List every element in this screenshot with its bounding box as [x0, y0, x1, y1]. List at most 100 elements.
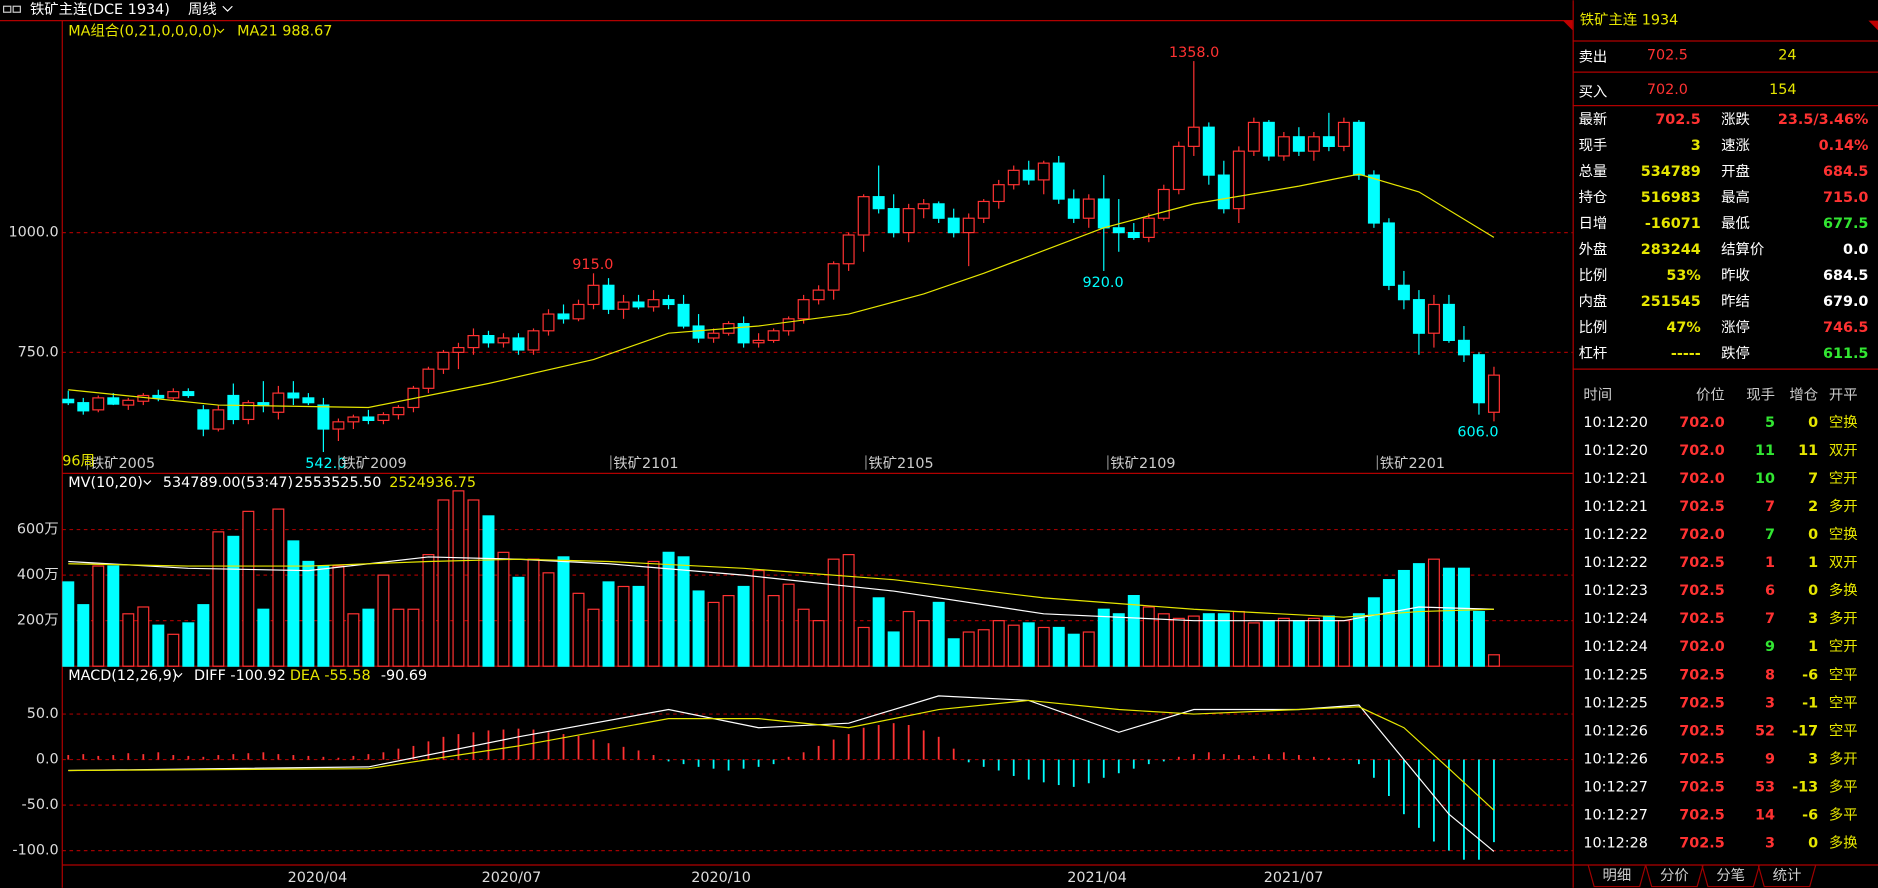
stat-value: 0.0 — [1843, 242, 1868, 258]
tick-cell: 多换 — [1829, 834, 1858, 851]
volume-bar — [1157, 613, 1170, 667]
volume-bar — [512, 576, 525, 667]
tick-cell: 双开 — [1829, 554, 1858, 571]
candle-body — [587, 284, 600, 306]
volume-bar — [62, 581, 75, 667]
candle-body — [842, 234, 855, 265]
x-date-label: 2020/10 — [691, 870, 751, 886]
stat-value: 715.0 — [1823, 190, 1868, 206]
candle-body — [1052, 162, 1065, 200]
tick-cell: 8 — [1765, 667, 1775, 683]
volume-bar — [812, 620, 825, 667]
tick-cell: 10:12:23 — [1583, 583, 1648, 599]
volume-bar — [1457, 567, 1470, 667]
bid-price: 702.0 — [1647, 82, 1688, 98]
y-tick-label: 1000.0 — [8, 225, 58, 241]
tab[interactable]: 分价 — [1660, 867, 1689, 884]
stat-label: 日增 — [1579, 215, 1608, 232]
tick-cell: 702.5 — [1679, 695, 1724, 711]
candle-body — [497, 337, 510, 344]
volume-bar — [497, 551, 510, 667]
volume-bar — [212, 531, 225, 667]
tab[interactable]: 分笔 — [1716, 867, 1745, 884]
indicator-title: MA组合(0,21,0,0,0,0) — [68, 22, 217, 39]
candle-body — [1142, 217, 1155, 238]
tick-cell: -17 — [1792, 723, 1818, 739]
tick-cell: 3 — [1765, 695, 1775, 711]
candle-body — [317, 404, 330, 430]
tick-cell: 7 — [1765, 611, 1775, 627]
tick-cell: 空平 — [1829, 666, 1858, 683]
stat-value: 677.5 — [1823, 216, 1868, 232]
candle-body — [977, 200, 990, 219]
candle-body — [107, 397, 120, 405]
candle-body — [1442, 303, 1455, 341]
candle-body — [557, 313, 570, 320]
volume-bar — [1442, 567, 1455, 667]
tick-header: 现手 — [1746, 386, 1775, 403]
tab[interactable]: 统计 — [1773, 867, 1802, 884]
stat-label: 涨跌 — [1721, 111, 1750, 128]
stat-label: 现手 — [1579, 137, 1608, 154]
tick-cell: 多平 — [1829, 806, 1858, 823]
stat-label: 持仓 — [1579, 189, 1608, 206]
volume-bar — [962, 631, 975, 667]
candle-body — [212, 409, 225, 430]
symbol-title: 铁矿主连(DCE 1934) — [30, 1, 170, 18]
stat-label: 外盘 — [1579, 240, 1608, 258]
tick-cell: 10:12:20 — [1583, 443, 1648, 459]
tick-cell: 10:12:25 — [1583, 667, 1648, 683]
tick-header: 开平 — [1829, 387, 1858, 403]
volume-bar — [137, 606, 150, 667]
indicator-value: 534789.00(53:47) — [163, 475, 293, 491]
volume-bar — [1112, 613, 1125, 667]
ask-label: 卖出 — [1579, 49, 1608, 66]
tick-cell: 10 — [1755, 471, 1775, 487]
tick-cell: 702.0 — [1679, 415, 1724, 431]
dropdown-chevron — [143, 480, 152, 485]
candle-body — [1277, 136, 1290, 157]
volume-bar — [1007, 624, 1020, 667]
candle-body — [1037, 162, 1050, 181]
tick-cell: 0 — [1808, 527, 1818, 543]
volume-bar — [1487, 654, 1500, 667]
candle-body — [257, 402, 270, 406]
volume-bar — [542, 572, 555, 667]
tick-cell: 空平 — [1829, 694, 1858, 711]
volume-bar — [602, 581, 615, 667]
candle-body — [1202, 126, 1215, 176]
volume-bar — [122, 613, 135, 667]
candle-body — [1472, 354, 1485, 404]
candle-body — [752, 339, 765, 344]
volume-bar — [1382, 579, 1395, 667]
candle-body — [887, 208, 900, 234]
tick-cell: 10:12:22 — [1583, 555, 1648, 571]
volume-bar — [617, 585, 630, 667]
volume-bar — [1277, 617, 1290, 667]
candle-body — [917, 203, 930, 210]
stat-value: 516983 — [1641, 190, 1701, 206]
extreme-label: 915.0 — [572, 257, 613, 273]
tick-cell: 1 — [1808, 555, 1818, 571]
tab-shape — [1701, 864, 1761, 888]
candle-body — [1112, 227, 1125, 234]
tick-cell: 11 — [1755, 443, 1775, 459]
candle-body — [932, 203, 945, 219]
volume-bar — [1172, 617, 1185, 667]
candle-body — [437, 351, 450, 370]
tick-cell: 702.5 — [1679, 807, 1724, 823]
tick-cell: 多开 — [1829, 750, 1858, 767]
volume-bar — [422, 554, 435, 667]
y-tick-label: 0.0 — [36, 752, 59, 768]
tick-cell: -13 — [1792, 779, 1818, 795]
candle-body — [362, 416, 375, 422]
dropdown-chevron[interactable] — [222, 5, 233, 12]
volume-bar — [857, 626, 870, 667]
volume-bar — [197, 604, 210, 667]
tick-cell: 0 — [1808, 583, 1818, 599]
period-selector[interactable]: 周线 — [188, 1, 217, 18]
extreme-label: 1358.0 — [1169, 45, 1219, 61]
tick-cell: 3 — [1808, 611, 1818, 627]
volume-bar — [332, 565, 345, 667]
tab[interactable]: 明细 — [1603, 867, 1632, 884]
